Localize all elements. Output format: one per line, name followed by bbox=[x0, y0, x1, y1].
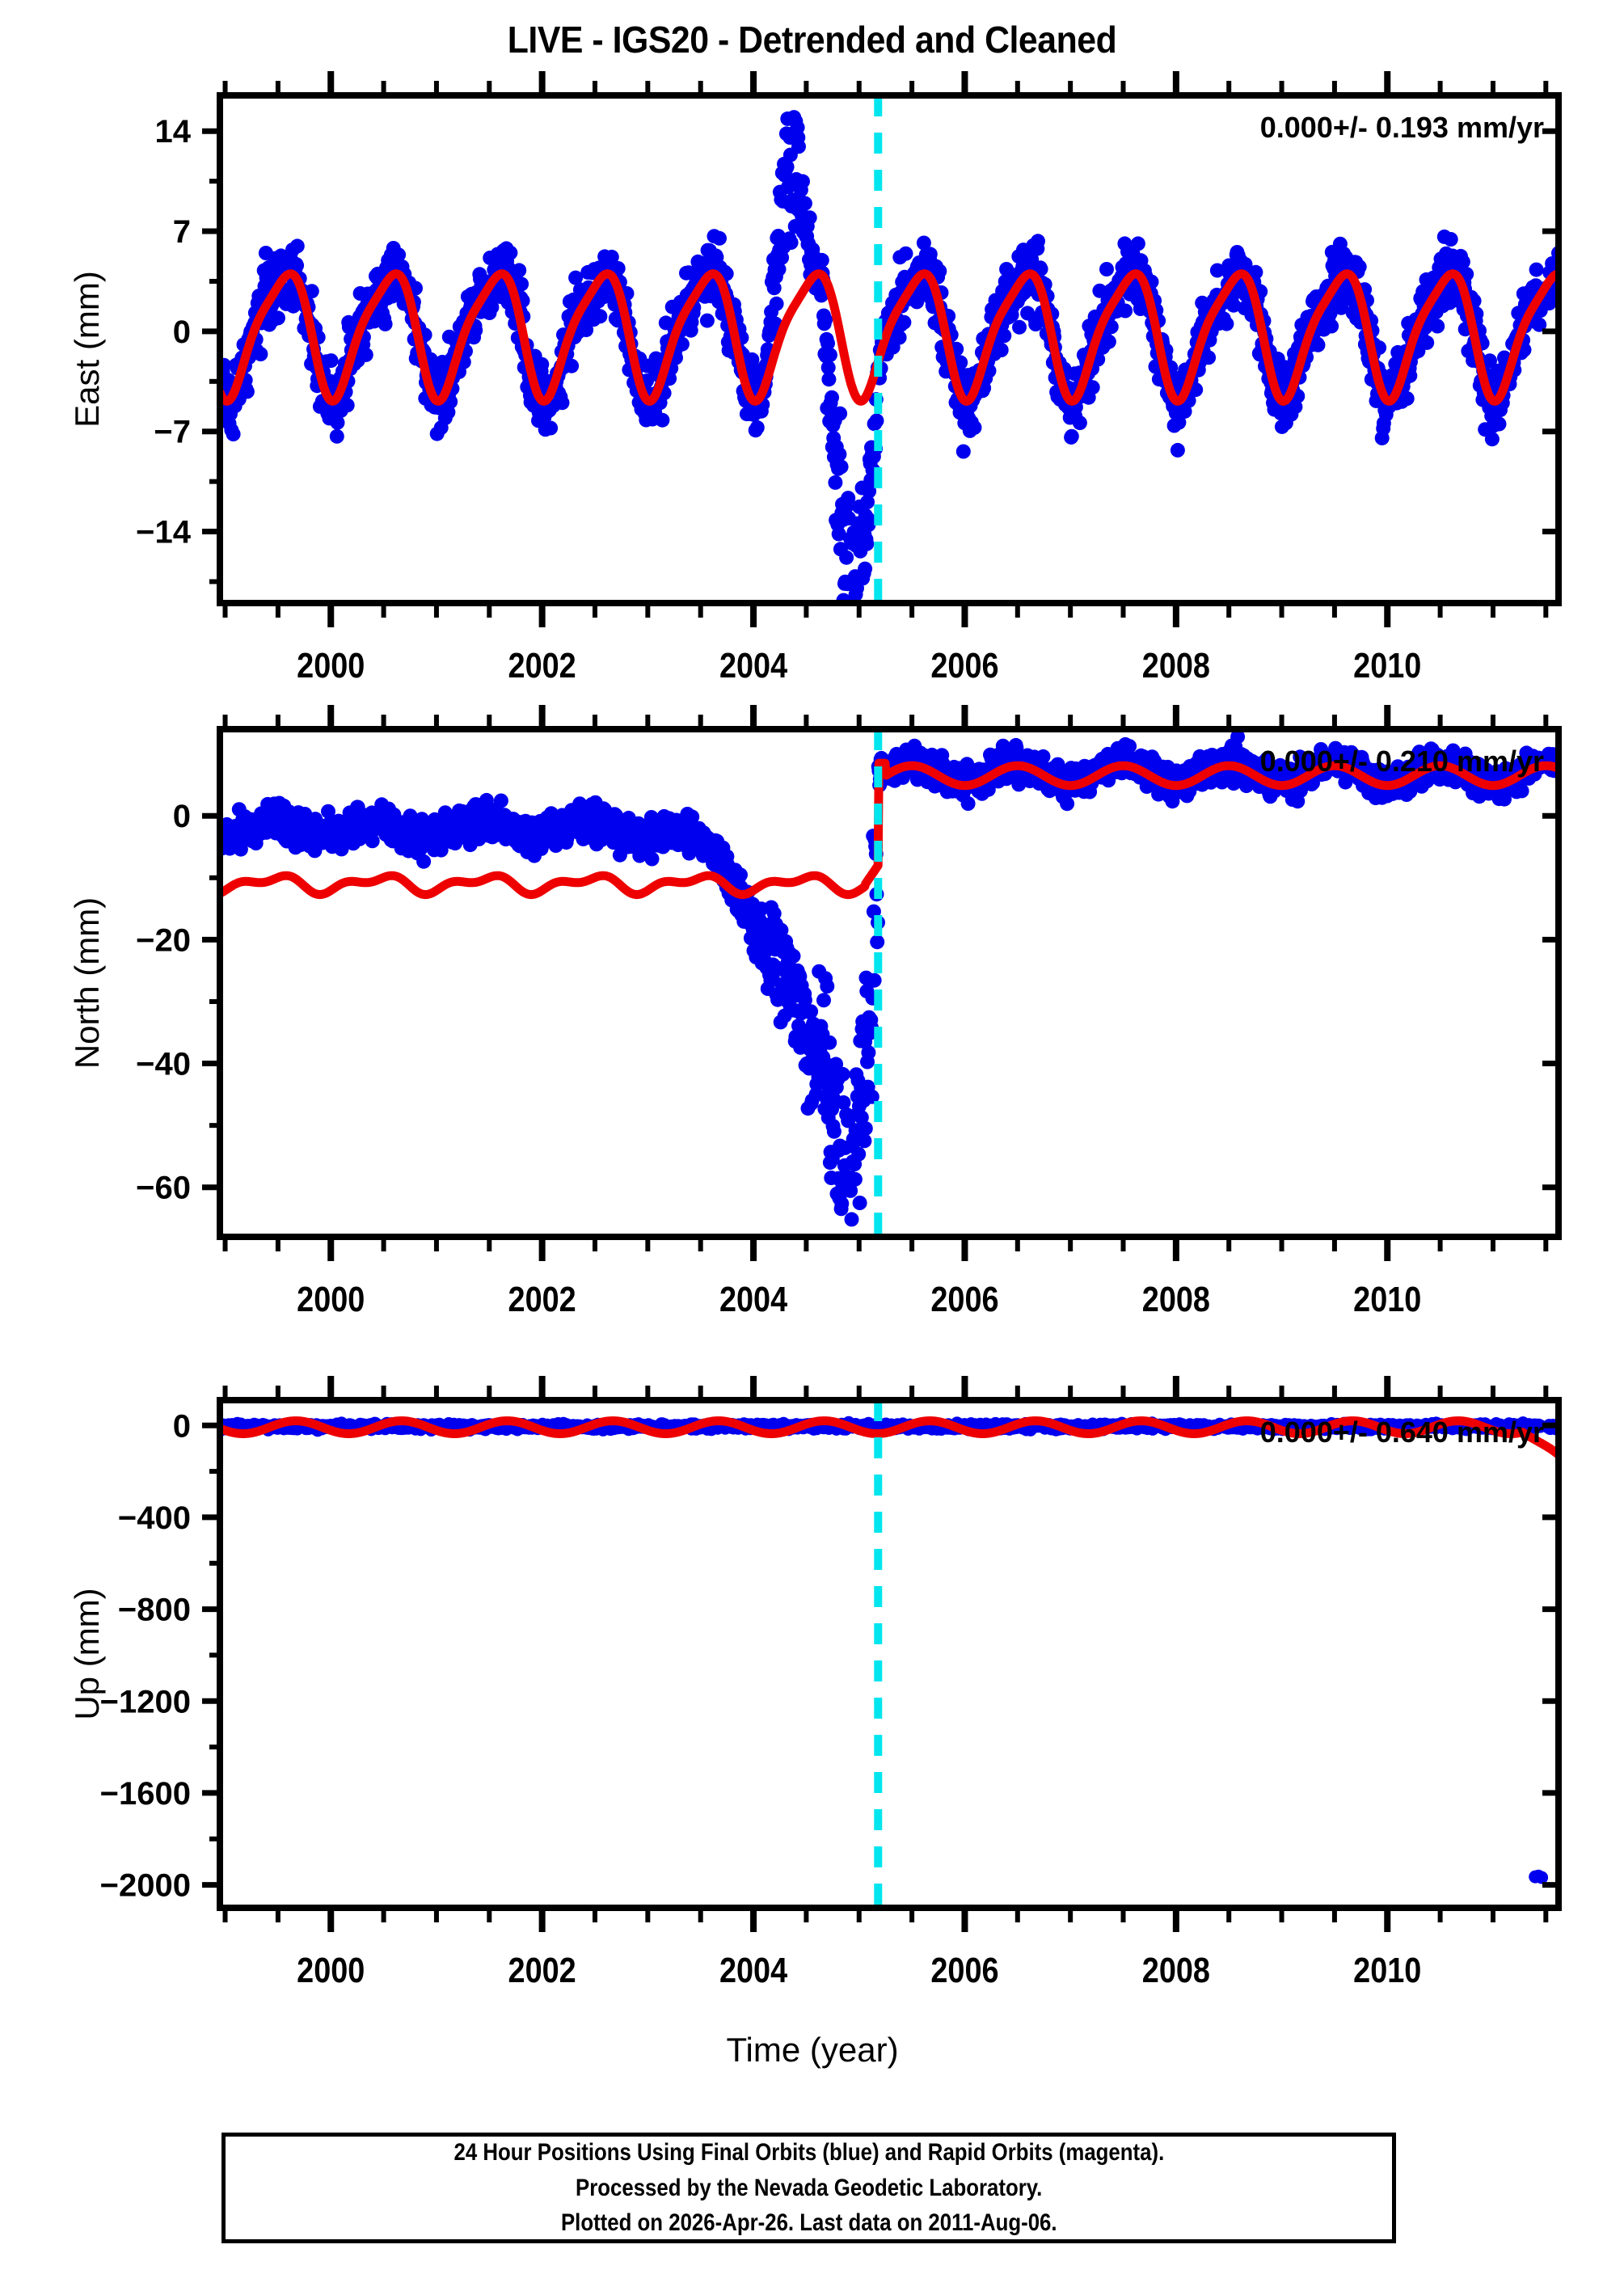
caption-line-2: Processed by the Nevada Geodetic Laborat… bbox=[576, 2171, 1042, 2206]
rate-annotation-up: 0.000+/- 0.640 mm/yr bbox=[1260, 1416, 1544, 1449]
panel-east: 14 7 0 −7 −​14 2000 2002 2004 2006 2008 2010 East (… bbox=[68, 71, 1566, 686]
data-points-east bbox=[213, 110, 1566, 642]
y-tick-label-up-4: −1600 bbox=[100, 1776, 191, 1812]
axis-frame-north bbox=[220, 729, 1559, 1237]
x-tick-label-north-1: 2002 bbox=[508, 1279, 576, 1318]
caption-line-1: 24 Hour Positions Using Final Orbits (bl… bbox=[453, 2135, 1164, 2171]
y-tick-label-up-3: −1200 bbox=[100, 1684, 191, 1719]
x-tick-label-east-0: 2000 bbox=[297, 645, 365, 685]
y-axis-label-up: Up (mm) bbox=[68, 1588, 106, 1719]
x-tick-label-north-3: 2006 bbox=[930, 1279, 998, 1318]
y-tick-label-east-0: 14 bbox=[155, 114, 192, 150]
y-tick-label-east-2: 0 bbox=[173, 314, 191, 350]
x-tick-label-up-0: 2000 bbox=[297, 1950, 365, 1989]
y-tick-label-up-1: −400 bbox=[118, 1500, 191, 1536]
y-tick-label-east-4: −​14 bbox=[136, 515, 192, 551]
x-tick-label-north-2: 2004 bbox=[719, 1279, 787, 1318]
y-axis-label-east: East (mm) bbox=[68, 271, 106, 428]
page-title: LIVE - IGS20 - Detrended and Cleaned bbox=[57, 18, 1567, 61]
x-tick-label-north-5: 2010 bbox=[1353, 1279, 1421, 1318]
panel-data-north bbox=[213, 729, 1566, 1268]
x-tick-label-east-3: 2006 bbox=[930, 645, 998, 685]
x-tick-label-east-1: 2002 bbox=[508, 645, 576, 685]
x-tick-label-up-5: 2010 bbox=[1353, 1950, 1421, 1989]
x-tick-label-up-2: 2004 bbox=[719, 1950, 787, 1989]
figure-canvas: 14 7 0 −7 −​14 2000 2002 2004 2006 2008 2010 East (… bbox=[0, 0, 1624, 2102]
panel-data-east bbox=[213, 95, 1566, 643]
y-tick-label-north-1: −20 bbox=[136, 922, 191, 958]
data-points-up bbox=[213, 1416, 1565, 1884]
x-axis-label: Time (year) bbox=[726, 2031, 898, 2069]
y-tick-label-north-2: −40 bbox=[136, 1047, 191, 1082]
x-tick-label-east-2: 2004 bbox=[719, 645, 787, 685]
rate-annotation-east: 0.000+/- 0.193 mm/yr bbox=[1260, 111, 1544, 144]
y-tick-label-up-0: 0 bbox=[173, 1408, 191, 1444]
y-tick-label-up-2: −800 bbox=[118, 1593, 191, 1628]
caption-line-3: Plotted on 2026-Apr-26. Last data on 201… bbox=[561, 2205, 1057, 2241]
x-tick-label-up-4: 2008 bbox=[1142, 1950, 1210, 1989]
axis-frame-up bbox=[220, 1400, 1559, 1908]
y-tick-label-east-3: −7 bbox=[154, 415, 191, 450]
x-tick-label-east-5: 2010 bbox=[1353, 645, 1421, 685]
data-points-north bbox=[213, 729, 1566, 1268]
x-tick-label-north-4: 2008 bbox=[1142, 1279, 1210, 1318]
x-tick-label-north-0: 2000 bbox=[297, 1279, 365, 1318]
panel-data-up bbox=[213, 1400, 1565, 1908]
x-tick-label-up-3: 2006 bbox=[930, 1950, 998, 1989]
y-tick-label-north-0: 0 bbox=[173, 799, 191, 834]
y-tick-label-up-5: −2000 bbox=[100, 1868, 191, 1904]
caption-box: 24 Hour Positions Using Final Orbits (bl… bbox=[221, 2133, 1396, 2243]
y-tick-label-east-1: 7 bbox=[173, 214, 191, 250]
y-axis-label-north: North (mm) bbox=[68, 897, 106, 1069]
x-tick-label-east-4: 2008 bbox=[1142, 645, 1210, 685]
rate-annotation-north: 0.000+/- 0.210 mm/yr bbox=[1260, 745, 1544, 778]
y-tick-label-north-3: −60 bbox=[136, 1171, 191, 1206]
panel-up: 0 −400 −800 −1200 −1600 −2000 2000 2002 2004 2006… bbox=[68, 1376, 1565, 1990]
x-tick-label-up-1: 2002 bbox=[508, 1950, 576, 1989]
panel-north: 0 −20 −40 −60 2000 2002 2004 2006 2008 2010 North … bbox=[68, 705, 1566, 1319]
